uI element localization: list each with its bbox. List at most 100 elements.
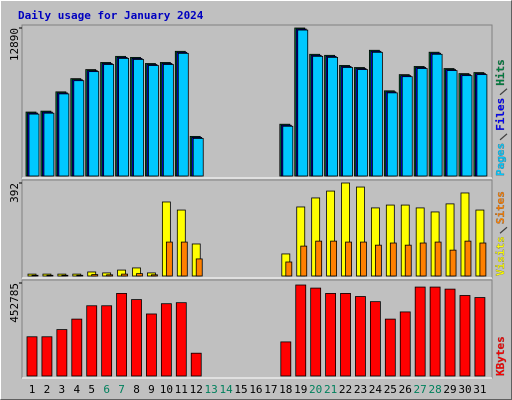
x-tick-label: 18 — [279, 383, 292, 396]
x-tick-label: 1 — [29, 383, 36, 396]
bar — [476, 74, 488, 177]
bar — [133, 59, 144, 177]
bar — [148, 65, 159, 177]
x-tick-label: 11 — [175, 383, 188, 396]
y-tick-label: 12890 — [8, 28, 21, 61]
bar — [325, 293, 337, 377]
bar — [360, 241, 367, 277]
bar — [449, 249, 457, 277]
bar — [431, 53, 443, 177]
x-tick-label: 3 — [59, 383, 66, 396]
bar — [446, 70, 458, 177]
x-tick-label: 6 — [103, 383, 110, 396]
x-tick-label: 2 — [44, 383, 51, 396]
legend-label: Visits — [494, 236, 507, 276]
bar — [295, 284, 307, 377]
bar — [162, 64, 174, 177]
x-tick-label: 9 — [148, 383, 155, 396]
bar — [177, 52, 189, 177]
bar — [464, 240, 472, 277]
bar — [369, 301, 381, 377]
bar — [389, 242, 397, 277]
bar — [384, 318, 396, 377]
legend-separator — [499, 88, 508, 96]
bar — [355, 296, 366, 377]
bar — [386, 92, 398, 177]
bar — [461, 75, 473, 177]
bar — [414, 286, 426, 377]
bar — [146, 313, 157, 377]
bar — [91, 274, 99, 277]
bar — [118, 58, 129, 177]
bar — [73, 80, 85, 177]
bar — [121, 273, 128, 277]
bar — [160, 303, 172, 377]
bar — [192, 138, 204, 177]
bar — [56, 329, 68, 377]
bar — [195, 258, 203, 277]
bar — [190, 352, 202, 377]
bar — [43, 112, 55, 177]
y-tick-label: 392 — [8, 183, 21, 203]
bar — [116, 293, 127, 377]
bar — [31, 274, 39, 277]
bar — [434, 241, 442, 277]
bar — [61, 274, 69, 277]
bar — [106, 274, 114, 277]
bar — [280, 341, 292, 377]
bar — [282, 125, 294, 177]
bar — [340, 293, 351, 377]
x-tick-label: 24 — [369, 383, 383, 396]
bar — [357, 69, 368, 177]
bar — [58, 93, 70, 177]
panel — [21, 179, 493, 279]
bar — [330, 240, 338, 277]
x-tick-label: 22 — [339, 383, 352, 396]
x-tick-label: 13 — [205, 383, 218, 396]
bar — [401, 76, 413, 177]
bar — [399, 311, 411, 377]
bar — [315, 240, 323, 277]
x-tick-label: 5 — [88, 383, 95, 396]
bar — [429, 286, 441, 377]
x-tick-label: 31 — [473, 383, 486, 396]
x-tick-label: 20 — [309, 383, 322, 396]
x-tick-label: 23 — [354, 383, 367, 396]
x-tick-label: 27 — [414, 383, 427, 396]
bar — [297, 29, 309, 177]
legend-label: Pages — [494, 143, 507, 176]
bar — [88, 71, 100, 177]
bar — [136, 273, 143, 277]
legend-separator — [499, 133, 508, 141]
legend-label: Files — [494, 98, 507, 131]
bar — [479, 242, 487, 277]
bar — [459, 295, 471, 377]
x-tick-label: 7 — [118, 383, 125, 396]
bar — [28, 113, 40, 177]
bar — [416, 68, 428, 177]
x-tick-label: 21 — [324, 383, 337, 396]
bar — [310, 287, 322, 377]
x-tick-label: 10 — [160, 383, 173, 396]
x-tick-label: 16 — [249, 383, 262, 396]
legend-label: Hits — [494, 59, 507, 86]
bar — [151, 274, 158, 277]
x-tick-label: 8 — [133, 383, 140, 396]
legend-separator — [499, 226, 508, 234]
bar — [180, 241, 188, 277]
bar — [345, 241, 352, 277]
x-tick-label: 4 — [73, 383, 80, 396]
bar — [404, 244, 412, 277]
bar — [165, 241, 173, 277]
panel — [21, 279, 493, 379]
bar — [86, 305, 98, 377]
bar — [300, 245, 308, 277]
bar — [175, 302, 187, 377]
x-tick-label: 30 — [458, 383, 471, 396]
bar — [46, 274, 54, 277]
bar — [374, 244, 382, 277]
bar — [71, 318, 83, 377]
bar — [342, 67, 353, 177]
